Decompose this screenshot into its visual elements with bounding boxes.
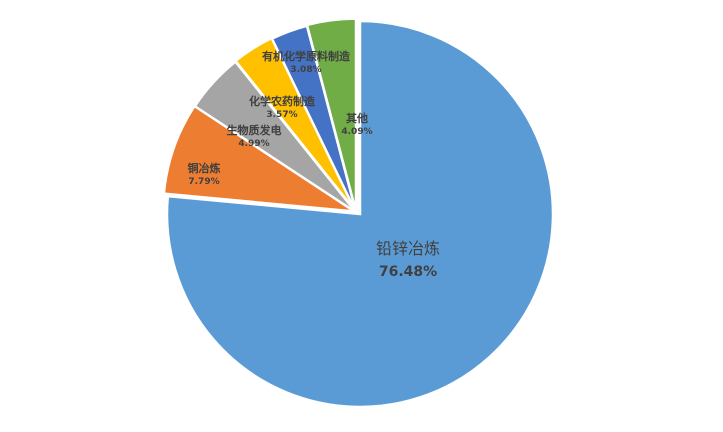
slice-value-label-2: 7.79% xyxy=(188,177,219,187)
pie-slices xyxy=(162,17,555,409)
slice-label-6: 其他 xyxy=(346,111,368,125)
slice-value-label-5: 3.08% xyxy=(290,65,321,75)
pie-labels: 铅锌冶炼 76.48% 铜冶炼 7.79% 生物质发电 4.99% 化学农药制造 3.57% 有… xyxy=(187,49,441,280)
pie-slice-1 xyxy=(165,19,555,409)
slice-value-label-6: 4.09% xyxy=(341,127,372,137)
slice-value-label-4: 3.57% xyxy=(266,110,297,120)
slice-label-3: 生物质发电 xyxy=(227,123,282,137)
slice-label-1: 铅锌冶炼 xyxy=(376,239,440,258)
slice-label-5: 有机化学原料制造 xyxy=(262,49,351,63)
pie-slice-6 xyxy=(305,17,358,212)
slice-label-4: 化学农药制造 xyxy=(249,94,316,108)
slice-value-label-3: 4.99% xyxy=(238,139,269,149)
slice-value-label-1: 76.48% xyxy=(379,264,437,280)
slice-label-2: 铜冶炼 xyxy=(187,161,221,175)
